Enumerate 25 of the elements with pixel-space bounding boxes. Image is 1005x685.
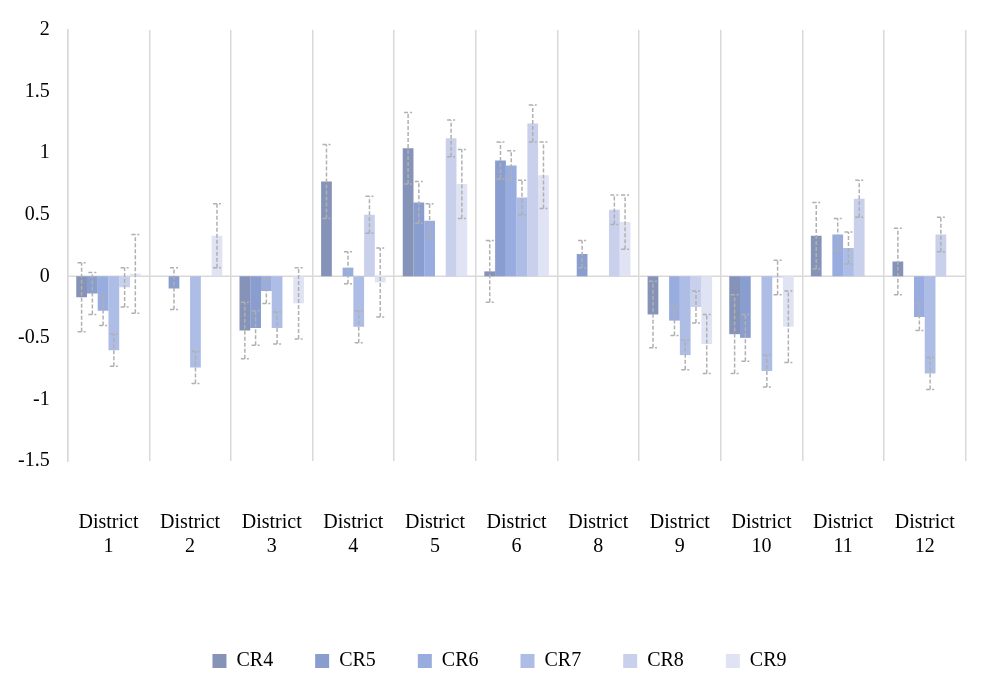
legend-label: CR8: [647, 648, 684, 671]
legend-label: CR4: [236, 648, 274, 671]
legend-label: CR5: [339, 648, 376, 671]
y-tick-label: 0: [39, 263, 50, 286]
x-tick-label: District 3: [241, 510, 303, 557]
x-tick-label: District 2: [160, 510, 221, 557]
y-tick-label: -1: [32, 386, 50, 409]
x-tick-label: District 10: [731, 510, 792, 557]
y-tick-label: -0.5: [17, 325, 50, 348]
x-tick-label: District 12: [894, 510, 956, 557]
x-tick-label: District 8: [568, 510, 629, 557]
legend-label: CR9: [749, 648, 787, 671]
y-tick-label: -1.5: [17, 448, 50, 471]
x-tick-label: District 4: [323, 510, 384, 557]
x-tick-label: District 5: [404, 510, 466, 557]
x-tick-label: District 11: [813, 510, 874, 557]
y-tick-label: 1.5: [24, 78, 50, 101]
y-tick-label: 2: [39, 17, 50, 40]
x-tick-label: District 9: [649, 510, 711, 557]
x-tick-label: District 1: [78, 510, 139, 557]
y-tick-label: 1: [39, 140, 50, 163]
legend-label: CR7: [544, 648, 582, 671]
x-tick-label: District 6: [486, 510, 548, 557]
legend-label: CR6: [441, 648, 479, 671]
y-tick-label: 0.5: [24, 201, 50, 224]
